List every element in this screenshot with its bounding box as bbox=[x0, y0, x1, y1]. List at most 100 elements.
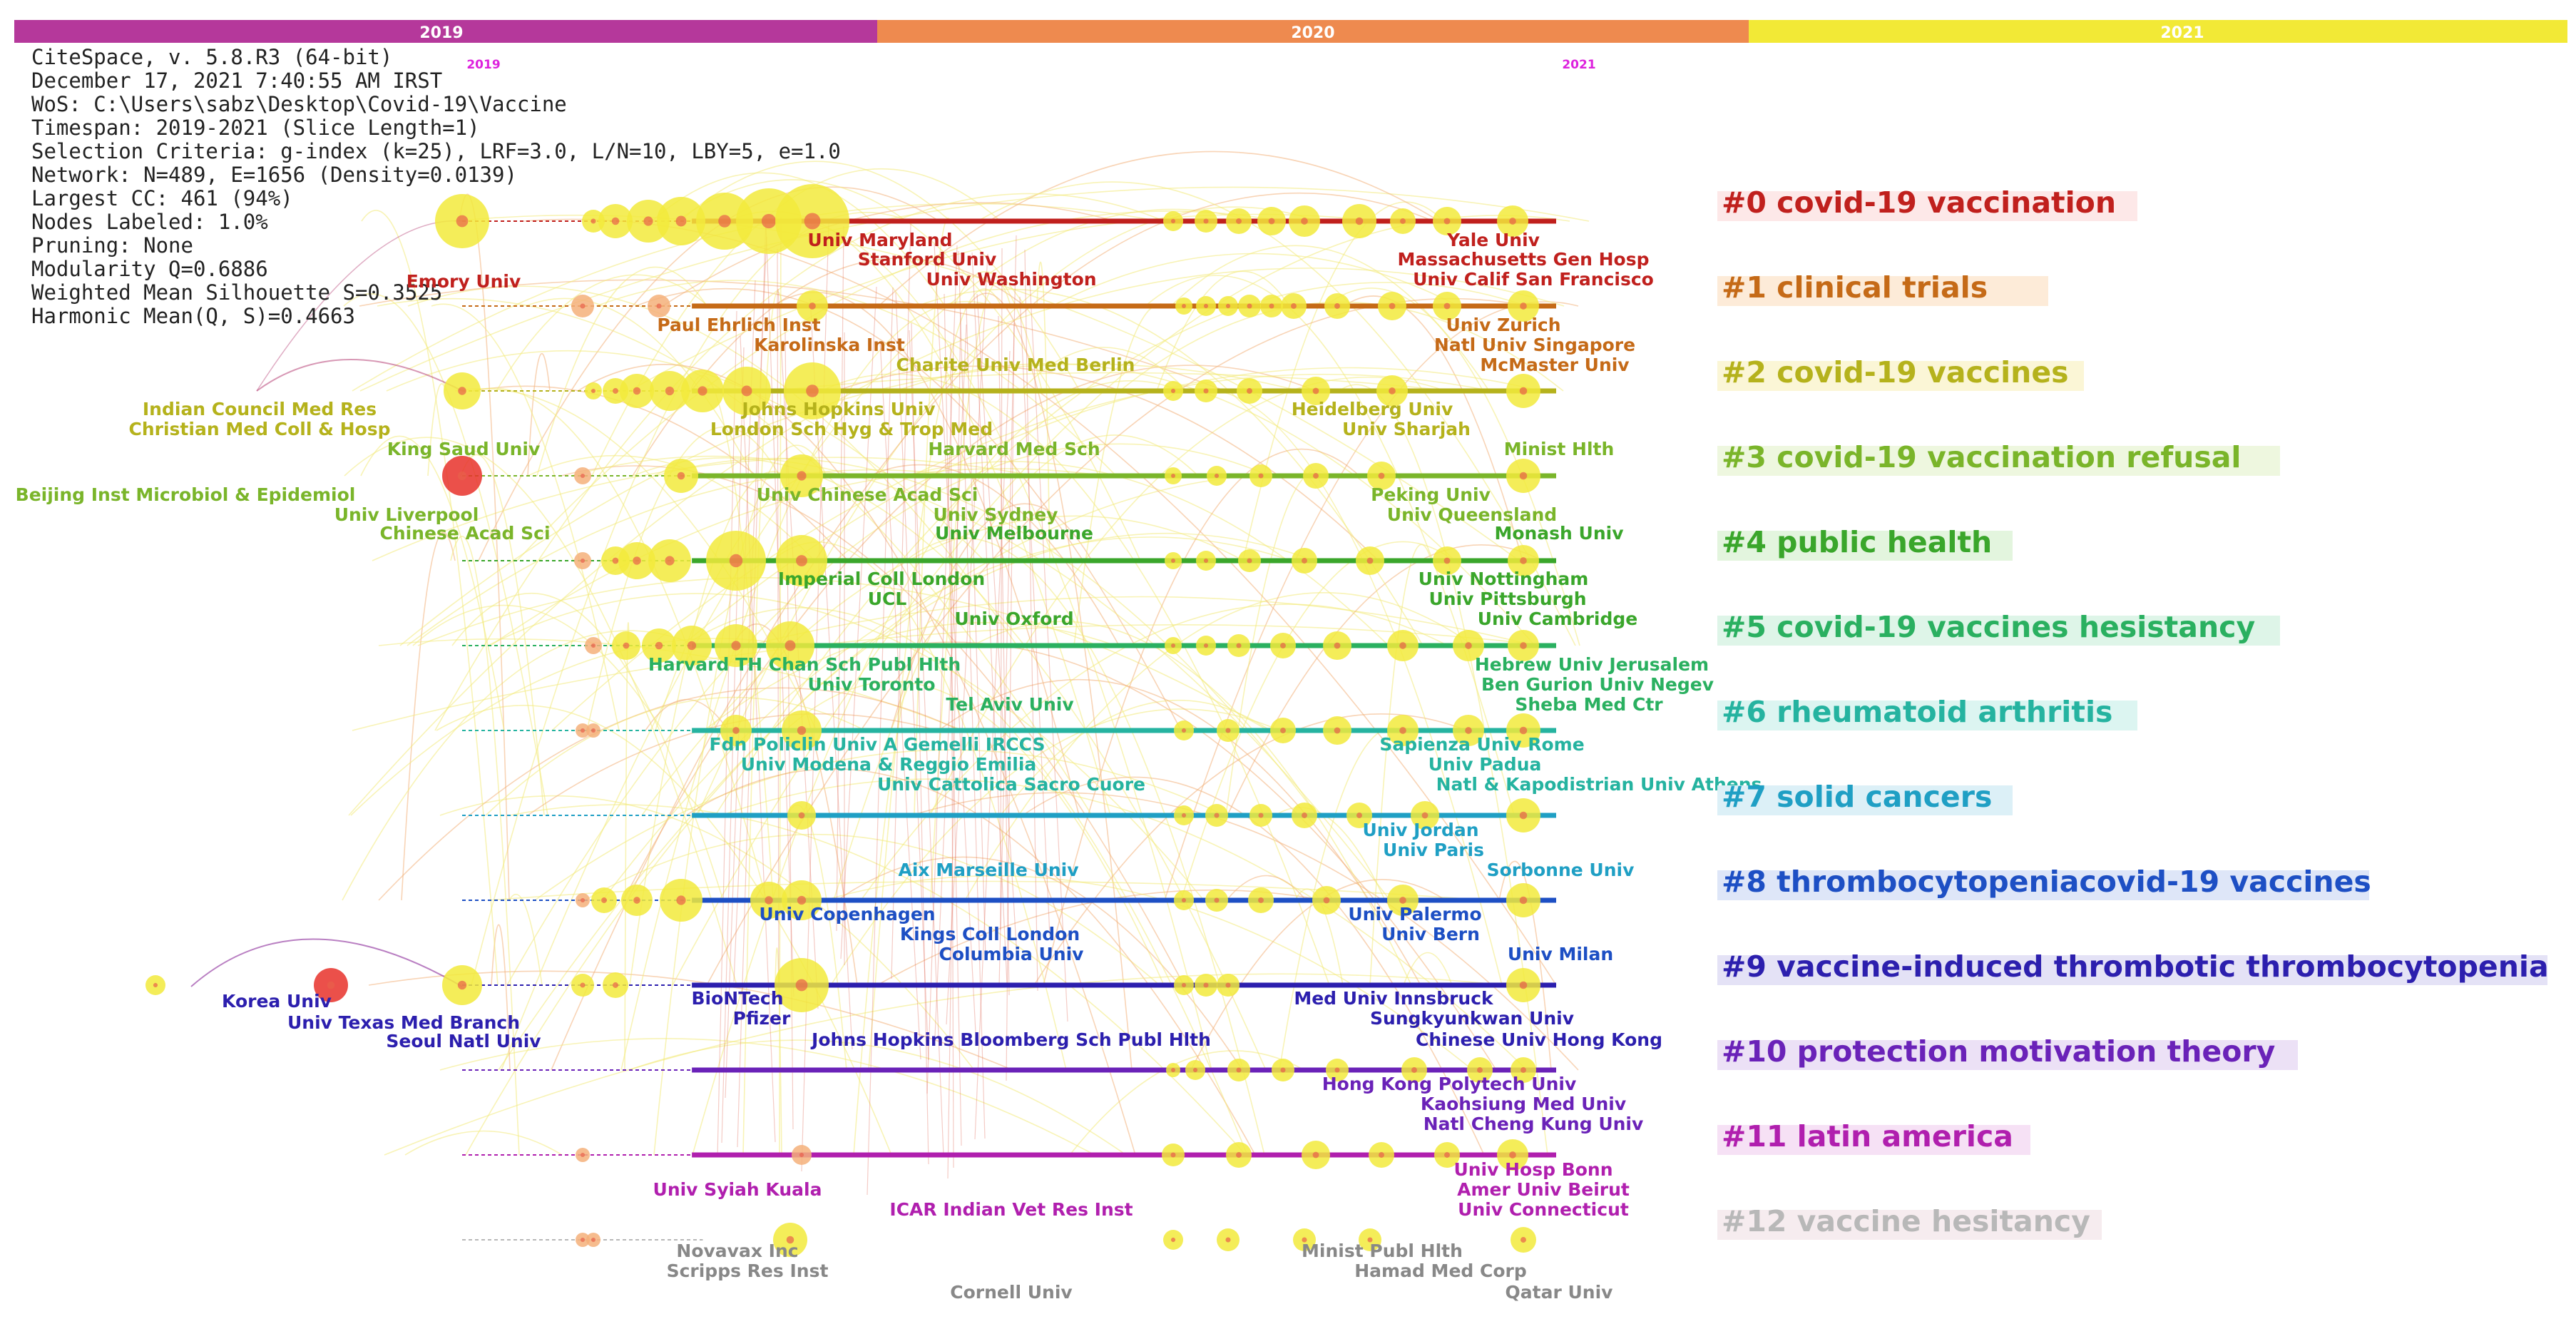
node-core bbox=[1280, 728, 1286, 733]
edge bbox=[1180, 541, 1455, 901]
node-core bbox=[581, 1238, 585, 1242]
node-core bbox=[731, 641, 741, 651]
node-label: Univ Modena & Reggio Emilia bbox=[741, 754, 1037, 775]
node-core bbox=[761, 213, 777, 229]
info-line: Largest CC: 461 (94%) bbox=[31, 186, 293, 210]
info-line: CiteSpace, v. 5.8.R3 (64-bit) bbox=[31, 45, 392, 69]
edge bbox=[869, 464, 1120, 646]
edge bbox=[372, 457, 1035, 561]
edge bbox=[904, 461, 1389, 646]
node-core bbox=[732, 727, 740, 734]
node-label: Univ Zurich bbox=[1446, 315, 1560, 335]
node-label: Univ Chinese Acad Sci bbox=[757, 484, 978, 505]
edge bbox=[784, 681, 1165, 986]
node-label: Seoul Natl Univ bbox=[386, 1031, 541, 1051]
node-core bbox=[1258, 813, 1264, 818]
node-label: ICAR Indian Vet Res Inst bbox=[889, 1199, 1133, 1220]
node-label: Univ Palermo bbox=[1348, 904, 1481, 925]
node-core bbox=[611, 217, 620, 225]
edge bbox=[384, 973, 1506, 1156]
edge bbox=[1019, 296, 1051, 937]
node-label: Univ Melbourne bbox=[935, 523, 1093, 544]
edge bbox=[404, 1130, 563, 1156]
node-core bbox=[1421, 812, 1428, 819]
node-core bbox=[1399, 642, 1406, 649]
year-label-2021: 2021 bbox=[2160, 24, 2204, 42]
node-label: Johns Hopkins Bloomberg Sch Publ Hlth bbox=[810, 1029, 1211, 1050]
cluster-labels: #0 covid-19 vaccination #1 clinical trial… bbox=[1717, 185, 2549, 1240]
node-core bbox=[1268, 218, 1275, 225]
edge bbox=[417, 577, 1269, 731]
node-core bbox=[623, 642, 630, 649]
edge bbox=[1226, 875, 1307, 901]
node-label: Emory Univ bbox=[407, 271, 521, 292]
edge bbox=[628, 1039, 1127, 1156]
node-core bbox=[1389, 302, 1396, 310]
node-label: Peking Univ bbox=[1371, 484, 1491, 505]
edge bbox=[662, 202, 1116, 307]
node-label: Ben Gurion Univ Negev bbox=[1481, 674, 1714, 695]
node-core bbox=[1214, 473, 1220, 479]
cluster-label: #2 covid-19 vaccines bbox=[1722, 355, 2069, 389]
node-core bbox=[1203, 388, 1209, 394]
edge bbox=[934, 324, 967, 1037]
node-label: Harvard TH Chan Sch Publ Hlth bbox=[648, 654, 961, 675]
node-core bbox=[1225, 982, 1231, 988]
node-core bbox=[1236, 1152, 1242, 1158]
node-core bbox=[1225, 1237, 1231, 1243]
edge bbox=[342, 630, 697, 901]
node-label: Yale Univ bbox=[1446, 230, 1540, 250]
edge bbox=[740, 335, 776, 1143]
node-core bbox=[581, 474, 585, 478]
node-core bbox=[1356, 813, 1362, 818]
edge bbox=[465, 532, 1315, 1156]
edge bbox=[868, 288, 1002, 1071]
node-core bbox=[784, 640, 796, 651]
edge bbox=[439, 795, 975, 1071]
node-core bbox=[1236, 218, 1242, 224]
cluster-label-bg bbox=[1717, 616, 2280, 646]
edge bbox=[725, 280, 756, 1099]
node-core bbox=[656, 303, 662, 309]
info-line: December 17, 2021 7:40:55 AM IRST bbox=[31, 68, 442, 93]
node-core bbox=[1170, 388, 1176, 394]
node-label: Univ Calif San Francisco bbox=[1413, 269, 1654, 290]
edge bbox=[352, 623, 1548, 731]
node-label: Charite Univ Med Berlin bbox=[896, 355, 1135, 375]
node-core bbox=[797, 895, 807, 905]
node-label: Univ Hosp Bonn bbox=[1453, 1159, 1612, 1180]
node-core bbox=[457, 980, 467, 990]
edge bbox=[361, 210, 499, 986]
node-label: Cornell Univ bbox=[950, 1282, 1072, 1303]
node-core bbox=[1378, 472, 1385, 479]
node-core bbox=[591, 1238, 596, 1242]
node-label: Univ Sharjah bbox=[1342, 419, 1471, 439]
node-core bbox=[1171, 1068, 1175, 1072]
node-label: Univ Bern bbox=[1381, 924, 1480, 944]
node-core bbox=[1313, 473, 1319, 479]
node-label: Sapienza Univ Rome bbox=[1379, 734, 1584, 755]
edge bbox=[947, 312, 961, 1179]
node-core bbox=[591, 389, 596, 393]
node-label: Hamad Med Corp bbox=[1354, 1261, 1527, 1281]
node-core bbox=[1399, 727, 1406, 734]
year-band-2021 bbox=[1749, 20, 2567, 43]
edge bbox=[944, 293, 962, 1146]
cluster-label: #9 vaccine-induced thrombotic thrombocyt… bbox=[1722, 949, 2549, 984]
cluster-label-bg bbox=[1717, 1040, 2298, 1070]
year-label-2020: 2020 bbox=[1291, 24, 1334, 42]
year-label-2019: 2019 bbox=[419, 24, 463, 42]
edge bbox=[1344, 295, 1523, 561]
node-label: Med Univ Innsbruck bbox=[1294, 988, 1494, 1009]
node-core bbox=[456, 215, 469, 228]
edge bbox=[867, 287, 894, 1196]
node-label: Aix Marseille Univ bbox=[899, 860, 1079, 880]
edge bbox=[551, 373, 1492, 731]
node-core bbox=[1323, 897, 1330, 904]
node-core bbox=[1269, 303, 1274, 309]
year-marker-2019: 2019 bbox=[466, 58, 500, 72]
node-core bbox=[1214, 813, 1220, 818]
node-core bbox=[697, 386, 707, 396]
node-core bbox=[799, 1152, 804, 1158]
node-label: Minist Publ Hlth bbox=[1302, 1241, 1463, 1261]
